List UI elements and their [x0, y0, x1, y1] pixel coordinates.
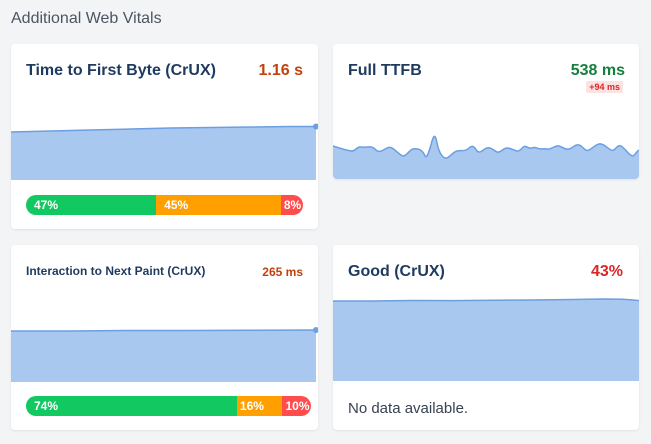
- trend-chart: [11, 327, 318, 382]
- ttfb-card[interactable]: Time to First Byte (CrUX) 1.16 s 47% 45%…: [11, 44, 318, 229]
- trend-chart: [333, 297, 639, 381]
- trend-endpoint: [313, 123, 318, 130]
- trend-chart: [11, 116, 318, 180]
- needs-improvement-segment: 45%: [156, 195, 281, 215]
- card-value: 538 ms: [570, 62, 625, 79]
- card-title: Full TTFB: [348, 62, 422, 79]
- good-crux-card[interactable]: Good (CrUX) 43% No data available.: [333, 245, 639, 430]
- no-data-message: No data available.: [348, 400, 469, 417]
- delta-badge: +94 ms: [586, 81, 623, 93]
- distribution-bar: 74% 16% 10%: [26, 396, 311, 416]
- trend-endpoint: [313, 327, 318, 333]
- good-segment: 74%: [26, 396, 237, 416]
- card-title: Good (CrUX): [348, 263, 445, 280]
- poor-segment: 8%: [280, 195, 303, 215]
- section-title: Additional Web Vitals: [11, 10, 162, 27]
- card-title: Time to First Byte (CrUX): [26, 62, 216, 79]
- needs-improvement-segment: 16%: [236, 396, 283, 416]
- inp-card[interactable]: Interaction to Next Paint (CrUX) 265 ms …: [11, 245, 318, 430]
- full-ttfb-card[interactable]: Full TTFB 538 ms +94 ms: [333, 44, 639, 179]
- trend-chart: [333, 126, 639, 179]
- card-title: Interaction to Next Paint (CrUX): [26, 264, 206, 278]
- distribution-bar: 47% 45% 8%: [26, 195, 303, 215]
- poor-segment: 10%: [282, 396, 311, 416]
- card-value: 265 ms: [262, 265, 303, 279]
- card-value: 43%: [590, 263, 623, 280]
- good-segment: 47%: [26, 195, 157, 215]
- card-value: 1.16 s: [258, 62, 303, 79]
